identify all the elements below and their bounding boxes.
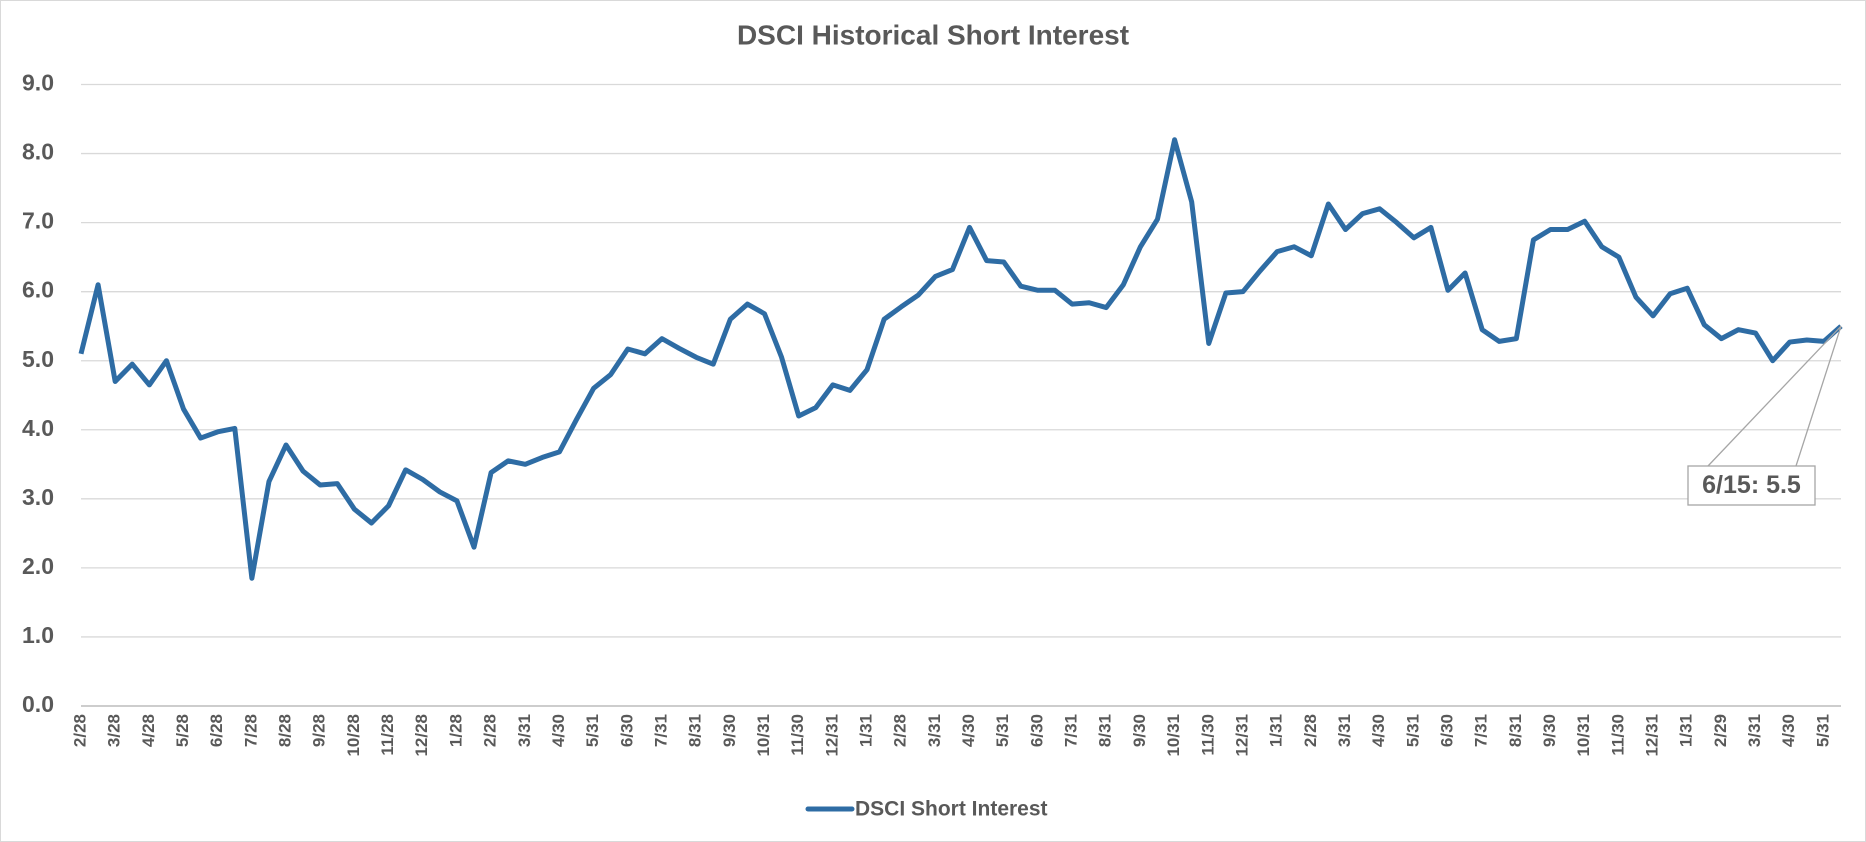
x-tick-label: 11/28 [378, 714, 397, 756]
callout-line [1707, 325, 1842, 467]
x-tick-label: 5/28 [173, 714, 192, 747]
x-tick-label: 4/30 [549, 714, 568, 747]
x-tick-label: 1/31 [1267, 714, 1286, 747]
x-tick-label: 5/31 [993, 714, 1012, 747]
x-tick-label: 4/28 [139, 714, 158, 747]
x-tick-label: 2/28 [891, 714, 910, 747]
x-tick-label: 6/30 [617, 714, 636, 747]
annotation-box [1687, 465, 1816, 506]
legend-label: DSCI Short Interest [855, 798, 1048, 821]
x-tick-label: 6/30 [1437, 714, 1456, 747]
x-tick-label: 9/28 [310, 714, 329, 747]
x-tick-label: 3/31 [925, 714, 944, 747]
x-tick-label: 1/31 [857, 714, 876, 747]
y-tick-label: 4.0 [22, 415, 54, 441]
y-tick-label: 5.0 [22, 346, 54, 372]
x-tick-label: 7/31 [1062, 714, 1081, 747]
y-tick-label: 0.0 [22, 691, 54, 717]
x-tick-label: 8/28 [276, 714, 295, 747]
x-tick-label: 3/31 [1745, 714, 1764, 747]
x-tick-label: 10/28 [344, 714, 363, 757]
y-tick-label: 2.0 [22, 553, 54, 579]
x-tick-label: 11/30 [788, 714, 807, 756]
y-tick-label: 6.0 [22, 277, 54, 303]
x-tick-label: 4/30 [1369, 714, 1388, 747]
x-tick-label: 7/31 [1472, 714, 1491, 747]
x-tick-label: 2/29 [1711, 714, 1730, 747]
x-tick-label: 12/31 [822, 714, 841, 757]
callout-line [1795, 325, 1842, 467]
y-tick-label: 3.0 [22, 484, 54, 510]
data-line [78, 137, 1843, 581]
x-tick-label: 5/31 [1403, 714, 1422, 747]
x-tick-label: 4/30 [1779, 714, 1798, 747]
y-tick-label: 9.0 [22, 70, 54, 96]
x-tick-label: 4/30 [959, 714, 978, 747]
x-tick-label: 7/31 [651, 714, 670, 747]
x-tick-label: 3/28 [105, 714, 124, 747]
x-tick-label: 1/28 [446, 714, 465, 747]
x-tick-label: 6/30 [1027, 714, 1046, 747]
x-tick-label: 9/30 [720, 714, 739, 747]
x-tick-label: 11/30 [1198, 714, 1217, 756]
x-tick-label: 2/28 [70, 714, 89, 747]
x-tick-label: 5/31 [583, 714, 602, 747]
x-tick-label: 12/28 [412, 714, 431, 757]
x-tick-label: 10/31 [754, 714, 773, 757]
y-tick-label: 7.0 [22, 208, 54, 234]
x-tick-label: 8/31 [1506, 714, 1525, 747]
x-tick-label: 3/31 [1335, 714, 1354, 747]
x-tick-label: 8/31 [1096, 714, 1115, 747]
annotation: 6/15: 5.5 [1702, 471, 1801, 499]
x-tick-label: 10/31 [1574, 714, 1593, 757]
x-tick-label: 9/30 [1540, 714, 1559, 747]
x-tick-label: 11/30 [1608, 714, 1627, 756]
x-tick-label: 9/30 [1130, 714, 1149, 747]
x-tick-label: 3/31 [515, 714, 534, 747]
x-tick-label: 10/31 [1164, 714, 1183, 757]
x-tick-label: 2/28 [1301, 714, 1320, 747]
x-tick-label: 1/31 [1677, 714, 1696, 747]
x-tick-label: 12/31 [1232, 714, 1251, 757]
x-tick-label: 8/31 [686, 714, 705, 747]
y-tick-label: 8.0 [22, 139, 54, 165]
x-tick-label: 7/28 [241, 714, 260, 747]
y-tick-label: 1.0 [22, 622, 54, 648]
x-tick-label: 12/31 [1643, 714, 1662, 757]
chart-title: DSCI Historical Short Interest [737, 19, 1129, 50]
x-tick-label: 6/28 [207, 714, 226, 747]
x-tick-label: 2/28 [481, 714, 500, 747]
x-tick-label: 5/31 [1813, 714, 1832, 747]
